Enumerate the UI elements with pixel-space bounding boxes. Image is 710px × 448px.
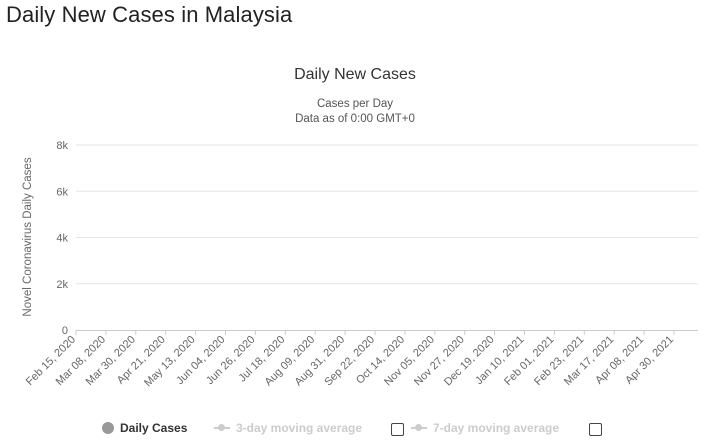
legend-item-7-day-moving-average[interactable]: 7-day moving average <box>411 418 559 438</box>
gridlines <box>76 144 698 285</box>
chart-title: Daily New Cases <box>294 66 416 83</box>
checkbox-7-day-moving-average[interactable] <box>589 423 602 436</box>
daily-cases-legend-dot-icon <box>102 422 114 434</box>
legend-label-7-day-moving-average: 7-day moving average <box>433 421 560 435</box>
y-tick-label: 8k <box>56 140 68 152</box>
chart-subtitle-data-as-of: Data as of 0:00 GMT+0 <box>295 113 415 125</box>
legend-item-daily-cases[interactable]: Daily Cases <box>102 418 187 438</box>
checkbox-3-day-moving-average[interactable] <box>391 423 404 436</box>
page-heading: Daily New Cases in Malaysia <box>6 2 293 27</box>
line-marker-icon <box>411 422 427 434</box>
chart-subtitle-cases-per-day: Cases per Day <box>316 98 394 110</box>
line-marker-icon <box>214 422 230 434</box>
y-tick-label: 4k <box>56 233 68 245</box>
legend-label-daily-cases: Daily Cases <box>120 421 188 435</box>
y-tick-label: 2k <box>56 279 68 291</box>
y-tick-label: 0 <box>62 325 68 337</box>
y-tick-label: 6k <box>56 186 68 198</box>
y-axis: 0 2k 4k 6k 8k <box>56 140 68 337</box>
y-axis-title: Novel Coronavirus Daily Cases <box>22 157 34 316</box>
legend-label-3-day-moving-average: 3-day moving average <box>236 421 363 435</box>
legend-item-3-day-moving-average[interactable]: 3-day moving average <box>214 418 362 438</box>
